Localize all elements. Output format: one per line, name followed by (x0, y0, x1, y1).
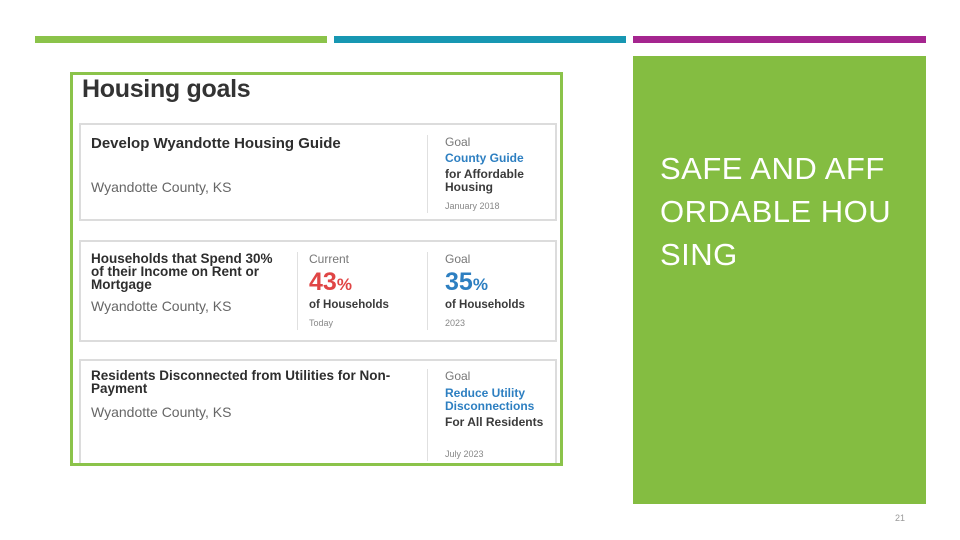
current-description: of Households (309, 299, 389, 311)
slide-number: 21 (894, 513, 905, 523)
goal-label: Goal (445, 369, 471, 383)
card-title: Households that Spend 30% of their Incom… (91, 251, 273, 292)
card-title: Residents Disconnected from Utilities fo… (91, 368, 391, 396)
top-accent-bar-magenta (633, 36, 926, 43)
goal-date: July 2023 (445, 449, 484, 459)
card-location: Wyandotte County, KS (91, 179, 232, 195)
top-accent-bar-teal (334, 36, 626, 43)
goal-card-cost-burden: Households that Spend 30% of their Incom… (79, 240, 557, 342)
goal-date: January 2018 (445, 201, 500, 211)
card-divider (427, 369, 428, 461)
card-divider (427, 135, 428, 213)
goal-highlight: Reduce Utility Disconnections (445, 386, 535, 413)
card-divider (427, 252, 428, 330)
title-panel: SAFE AND AFFORDABLE HOUSING (633, 56, 926, 504)
goal-description: of Households (445, 299, 525, 311)
goal-description: For All Residents (445, 415, 544, 429)
goal-card-housing-guide: Develop Wyandotte Housing Guide Wyandott… (79, 123, 557, 221)
current-label: Current (309, 252, 350, 266)
goal-value: 35 (445, 268, 473, 296)
housing-goals-heading: Housing goals (82, 75, 251, 103)
current-percentage: 43% (309, 268, 352, 297)
goal-card-utility-disconnections: Residents Disconnected from Utilities fo… (79, 359, 557, 463)
current-date: Today (309, 318, 334, 328)
card-location: Wyandotte County, KS (91, 298, 232, 314)
goal-percentage: 35% (445, 268, 488, 297)
housing-goals-image: Housing goals Develop Wyandotte Housing … (70, 72, 563, 466)
slide-title: SAFE AND AFFORDABLE HOUSING (660, 151, 892, 272)
goal-description: for Affordable Housing (445, 167, 524, 194)
goal-highlight: County Guide (445, 151, 524, 165)
goal-date: 2023 (445, 318, 466, 328)
current-unit: % (336, 275, 352, 294)
card-title: Develop Wyandotte Housing Guide (91, 135, 341, 152)
card-divider (297, 252, 298, 330)
goal-unit: % (472, 275, 488, 294)
goal-label: Goal (445, 252, 471, 266)
current-value: 43 (309, 268, 337, 296)
goal-label: Goal (445, 135, 471, 149)
card-location: Wyandotte County, KS (91, 404, 232, 420)
top-accent-bar-green (35, 36, 327, 43)
